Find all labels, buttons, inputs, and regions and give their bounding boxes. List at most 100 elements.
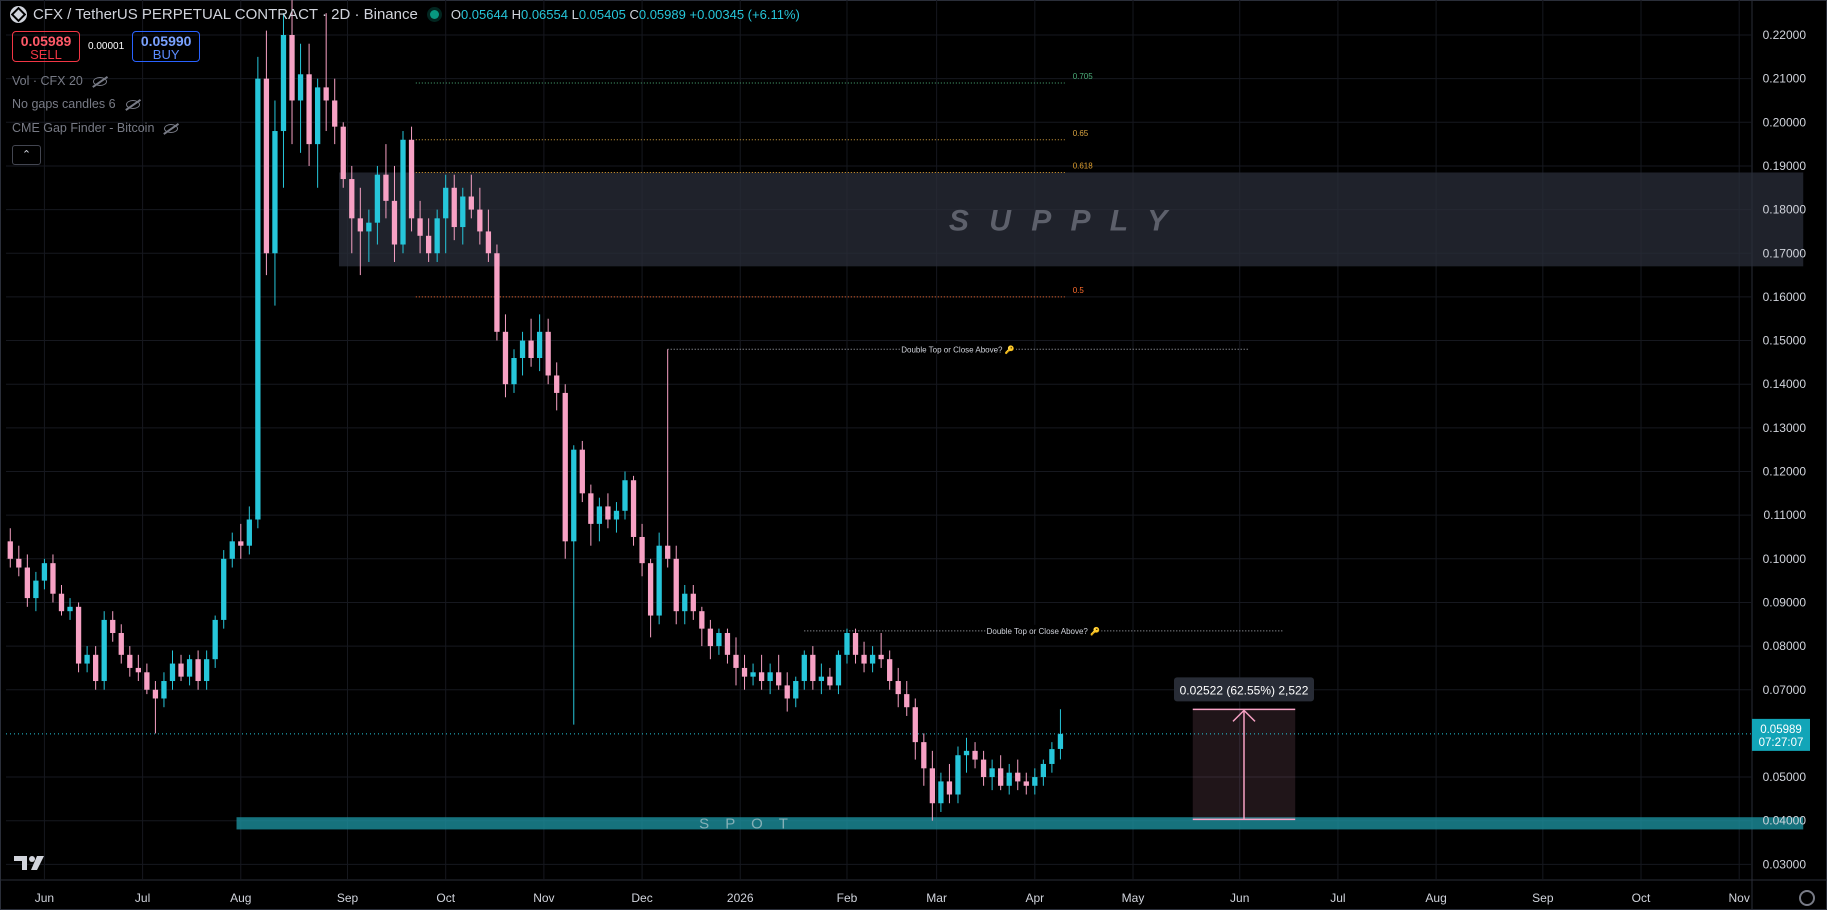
indicator-volume[interactable]: Vol · CFX 20 [12, 74, 107, 88]
tradingview-logo-icon[interactable] [14, 854, 48, 872]
annotation-label: Double Top or Close Above? 🔑 [901, 344, 1014, 354]
price-axis-label: 0.10000 [1763, 552, 1807, 566]
candle-body [186, 659, 193, 677]
candle-body [443, 187, 449, 219]
candle-body [203, 659, 210, 682]
candle-body [144, 672, 150, 690]
indicator-cme-gap[interactable]: CME Gap Finder - Bitcoin [12, 121, 179, 135]
candle-body [579, 449, 585, 494]
time-axis-label: Nov [533, 891, 554, 905]
candle-body [1023, 781, 1029, 786]
fib-level-label: 0.65 [1073, 129, 1089, 138]
fib-level-label: 0.705 [1073, 72, 1094, 81]
candle-body [169, 663, 176, 682]
price-axis-label: 0.08000 [1763, 639, 1807, 653]
candle-body [306, 74, 312, 145]
indicator-no-gaps[interactable]: No gaps candles 6 [12, 97, 140, 111]
candle-body [178, 663, 184, 677]
open-value: 0.05644 [460, 7, 508, 22]
hidden-eye-icon[interactable] [125, 99, 140, 109]
candle-body [408, 139, 415, 219]
candle-body [690, 593, 696, 612]
candle-body [511, 358, 517, 385]
chart-settings-icon[interactable] [1799, 890, 1815, 906]
high-value: 0.06554 [520, 7, 568, 22]
candle-body [844, 633, 850, 655]
spot-zone-label: S P O T [699, 815, 794, 832]
candle-body [707, 628, 714, 647]
candle-body [571, 449, 577, 542]
candle-body [110, 619, 116, 634]
time-axis-label: Jun [1230, 891, 1249, 905]
candle-body [451, 187, 457, 228]
candle-body [67, 606, 73, 612]
time-axis-label: Apr [1025, 891, 1044, 905]
candle-body [929, 768, 936, 804]
candle-body [699, 611, 705, 629]
candle-body [195, 659, 201, 682]
time-axis-label: Feb [837, 891, 858, 905]
candle-body [50, 563, 56, 594]
last-price-value: 0.05989 [1760, 724, 1802, 736]
time-axis-label: Aug [1425, 891, 1446, 905]
change-value: +0.00345 (+6.11%) [689, 7, 800, 22]
supply-zone-label: S U P P L Y [949, 204, 1173, 237]
last-price-tag [1752, 718, 1810, 751]
candle-body [332, 100, 338, 127]
time-axis-label: Dec [631, 891, 652, 905]
candle-body [562, 392, 568, 542]
candle-body [724, 633, 731, 655]
candle-body [639, 536, 645, 564]
time-axis-label: Jun [35, 891, 54, 905]
candle-body [938, 781, 944, 804]
candle-body [41, 563, 48, 581]
candle-body [1040, 763, 1047, 778]
hidden-eye-icon[interactable] [164, 123, 179, 133]
price-axis-label: 0.15000 [1763, 334, 1807, 348]
candle-body [1015, 772, 1021, 782]
candle-body [588, 493, 594, 524]
price-axis-label: 0.05000 [1763, 770, 1807, 784]
symbol-title[interactable]: CFX / TetherUS PERPETUAL CONTRACT · 2D ·… [33, 6, 418, 23]
candle-body [656, 545, 662, 616]
candle-body [536, 331, 543, 359]
candle-body [84, 654, 90, 664]
price-axis-label: 0.21000 [1763, 72, 1807, 86]
candle-body [400, 139, 406, 245]
candle-body [502, 331, 509, 385]
fib-level-label: 0.618 [1073, 161, 1094, 170]
candle-body [946, 781, 953, 795]
annotation-backdrop [899, 343, 1016, 355]
buy-button[interactable]: 0.05990 BUY [132, 31, 201, 62]
candle-body [101, 619, 107, 682]
candle-body [93, 654, 99, 682]
time-axis-label: Oct [436, 891, 455, 905]
candle-body [1057, 733, 1064, 749]
candle-body [716, 633, 722, 647]
candle-body [895, 681, 901, 695]
price-axis-label: 0.14000 [1763, 377, 1807, 391]
candle-body [391, 200, 398, 245]
candle-body [622, 480, 628, 511]
hidden-eye-icon[interactable] [92, 76, 107, 86]
candle-body [417, 218, 423, 236]
time-axis-label: Nov [1729, 891, 1750, 905]
candle-body [878, 654, 884, 660]
candle-body [554, 375, 560, 393]
candle-body [613, 510, 620, 520]
collapse-indicators-button[interactable]: ⌃ [12, 145, 41, 165]
price-axis-label: 0.11000 [1764, 508, 1807, 522]
candle-body [1032, 777, 1038, 786]
measure-label-box [1173, 677, 1314, 702]
candle-body [289, 35, 295, 101]
candle-body [904, 694, 910, 708]
candle-body [758, 672, 765, 682]
sell-button[interactable]: 0.05989 SELL [12, 31, 80, 62]
candle-body [835, 654, 842, 686]
candle-body [1006, 772, 1012, 786]
candle-body [980, 759, 987, 778]
candle-body [7, 541, 13, 559]
candle-body [349, 179, 355, 219]
market-status-icon[interactable] [429, 10, 439, 19]
